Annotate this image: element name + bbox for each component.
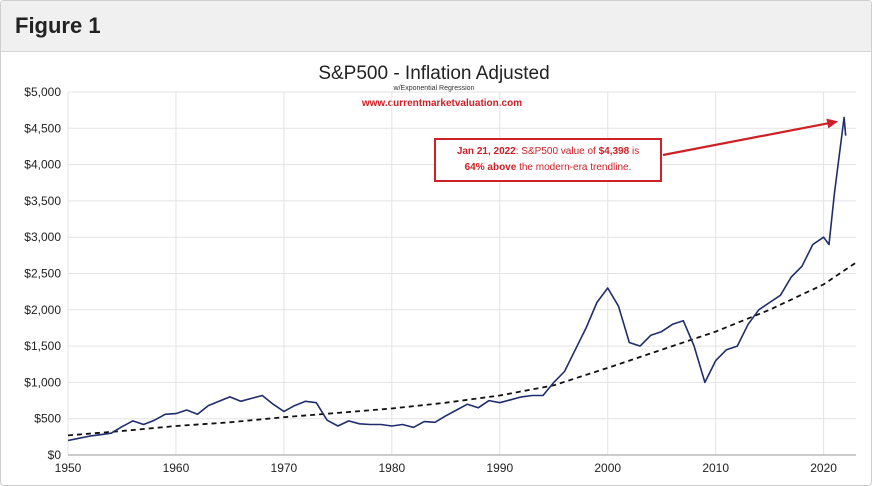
y-tick-label: $4,500 xyxy=(24,121,61,135)
figure-header: Figure 1 xyxy=(1,1,871,52)
annotation-text-2: the modern-era trendline. xyxy=(516,162,632,173)
y-tick-label: $4,000 xyxy=(24,158,61,172)
chart-title: S&P500 - Inflation Adjusted xyxy=(318,63,549,84)
x-tick-label: 2010 xyxy=(702,461,729,475)
figure-label: Figure 1 xyxy=(15,13,101,38)
annotation-line-2: 64% above the modern-era trendline. xyxy=(436,160,660,176)
grid xyxy=(67,91,856,456)
y-tick-label: $2,000 xyxy=(24,303,61,317)
x-tick-label: 1990 xyxy=(486,461,513,475)
x-axis: 1950 1960 1970 1980 1990 2000 2010 2020 xyxy=(55,454,856,475)
x-tick-label: 2020 xyxy=(810,461,837,475)
x-tick-label: 1950 xyxy=(55,461,82,475)
y-axis: $0 $500 $1,000 $1,500 $2,000 $2,500 $3,000 $3,5… xyxy=(24,85,61,462)
plot-area xyxy=(67,116,857,442)
annotation-arrow xyxy=(662,121,831,157)
y-tick-label: $3,000 xyxy=(24,230,61,244)
annotation-line-1: Jan 21, 2022: S&P500 value of $4,398 is xyxy=(436,144,660,160)
annotation-text-end: is xyxy=(629,146,640,157)
y-tick-label: $1,500 xyxy=(24,339,61,353)
annotation-value: $4,398 xyxy=(598,146,630,157)
annotation-arrowhead xyxy=(826,118,839,129)
x-tick-label: 2000 xyxy=(594,461,621,475)
source-url: www.currentmarketvaluation.com xyxy=(361,98,522,109)
y-tick-label: $3,500 xyxy=(24,194,61,208)
annotation-callout: Jan 21, 2022: S&P500 value of $4,398 is … xyxy=(434,138,662,182)
annotation-date: Jan 21, 2022 xyxy=(456,146,516,157)
annotation-pct: 64% above xyxy=(464,162,517,173)
x-tick-label: 1960 xyxy=(163,461,190,475)
x-tick-label: 1980 xyxy=(378,461,405,475)
y-tick-label: $500 xyxy=(34,412,61,426)
y-tick-label: $1,000 xyxy=(24,375,61,389)
y-tick-label: $5,000 xyxy=(24,85,61,99)
chart: S&P500 - Inflation Adjusted w/Exponentia… xyxy=(24,63,857,475)
x-tick-label: 1970 xyxy=(271,461,298,475)
y-tick-label: $0 xyxy=(48,448,62,462)
sp500-series-line xyxy=(67,116,847,442)
trendline-series xyxy=(67,261,857,437)
chart-subtitle: w/Exponential Regression xyxy=(393,85,475,92)
y-tick-label: $2,500 xyxy=(24,267,61,281)
annotation-text: : S&P500 value of xyxy=(515,146,599,157)
